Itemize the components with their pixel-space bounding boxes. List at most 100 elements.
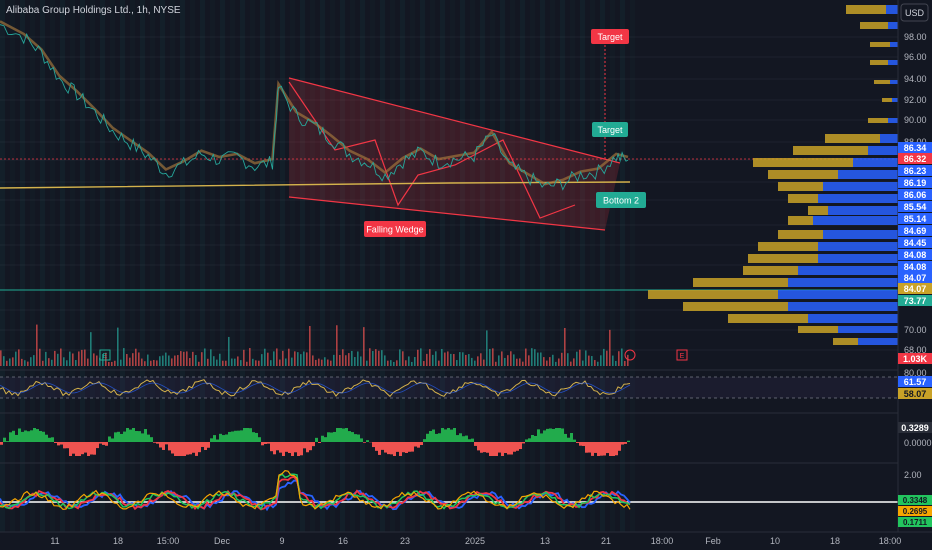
macd-bar xyxy=(186,442,189,455)
volume-bar xyxy=(42,360,44,366)
macd-bar xyxy=(483,442,486,453)
profile-bar-blue xyxy=(888,118,898,123)
macd-bar xyxy=(30,430,33,442)
volume-bar xyxy=(9,358,11,366)
macd-bar xyxy=(564,433,567,442)
time-axis[interactable] xyxy=(0,532,932,550)
bottom-box[interactable] xyxy=(596,192,646,208)
target-lower-box[interactable] xyxy=(592,122,628,137)
volume-bar xyxy=(603,348,605,366)
profile-bar-gold xyxy=(793,146,868,155)
macd-bar xyxy=(456,435,459,442)
price-label: 84.07 xyxy=(904,273,927,283)
time-tick-label: Dec xyxy=(214,536,231,546)
macd-bar xyxy=(507,442,510,455)
volume-profile xyxy=(648,5,898,345)
macd-bar xyxy=(129,429,132,442)
macd-bar xyxy=(324,437,327,442)
macd-bar xyxy=(606,442,609,454)
macd-bar xyxy=(381,442,384,450)
earnings-marker[interactable] xyxy=(99,349,111,361)
macd-bar xyxy=(270,442,273,452)
macd-bar xyxy=(279,442,282,453)
macd-bar xyxy=(33,428,36,442)
macd-bar xyxy=(9,432,12,442)
session-stripe xyxy=(10,0,15,532)
macd-bar xyxy=(39,430,42,442)
macd-bar xyxy=(570,433,573,442)
price-label: 84.69 xyxy=(904,226,927,236)
macd-bar xyxy=(555,428,558,442)
earnings-marker[interactable] xyxy=(676,349,688,361)
volume-bar xyxy=(381,350,383,366)
volume-bar xyxy=(135,348,137,366)
volume-bar xyxy=(522,361,524,366)
time-tick-label: 9 xyxy=(279,536,284,546)
volume-bar xyxy=(291,357,293,366)
volume-bar xyxy=(444,352,446,366)
currency-button[interactable] xyxy=(900,3,929,22)
pattern-box[interactable] xyxy=(364,221,426,237)
macd-bar xyxy=(522,442,525,444)
volume-bar xyxy=(351,350,353,366)
volume-bar xyxy=(159,356,161,366)
macd-bar xyxy=(519,442,522,450)
price-label-box xyxy=(898,295,932,306)
time-tick-label: 15:00 xyxy=(157,536,180,546)
target-upper-box[interactable] xyxy=(591,29,629,44)
macd-bar xyxy=(429,430,432,442)
macd-bar xyxy=(237,430,240,442)
macd-bar xyxy=(531,434,534,442)
volume-bar xyxy=(426,353,428,366)
volume-bar xyxy=(108,361,110,366)
profile-bar-blue xyxy=(818,254,898,263)
rsi-upper-tick: 80.00 xyxy=(904,368,927,378)
session-stripe xyxy=(450,0,455,532)
wedge-lower-line[interactable] xyxy=(288,196,606,231)
profile-bar-gold xyxy=(870,60,888,65)
osc-top-tick: 2.00 xyxy=(904,470,922,480)
macd-bar xyxy=(309,442,312,451)
macd-bar xyxy=(222,435,225,442)
volume-bar xyxy=(144,361,146,366)
macd-bar xyxy=(231,431,234,442)
profile-bar-gold xyxy=(870,42,890,47)
volume-bar xyxy=(309,325,311,366)
macd-bar xyxy=(276,442,279,451)
volume-bar xyxy=(213,356,215,366)
dividend-icon[interactable] xyxy=(624,349,636,361)
session-stripe xyxy=(370,0,375,532)
profile-bar-gold xyxy=(758,242,818,251)
wedge-upper-line[interactable] xyxy=(288,77,621,164)
volume-bar xyxy=(27,361,29,366)
session-stripe xyxy=(360,0,365,532)
volume-bar xyxy=(402,351,404,366)
macd-bar xyxy=(408,442,411,452)
volume-bar xyxy=(126,354,128,366)
macd-bar xyxy=(174,442,177,456)
volume-bar xyxy=(546,360,548,366)
macd-bar xyxy=(195,442,198,456)
volume-bar xyxy=(6,360,8,366)
volume-bar xyxy=(357,351,359,366)
macd-bar xyxy=(168,442,171,451)
volume-bar xyxy=(387,360,389,366)
profile-bar-gold xyxy=(778,182,823,191)
volume-bar xyxy=(438,360,440,366)
volume-bar xyxy=(186,351,188,366)
price-label: 86.23 xyxy=(904,166,927,176)
volume-bar xyxy=(105,352,107,366)
volume-bar xyxy=(75,360,77,366)
volume-bar xyxy=(471,357,473,366)
volume-bar xyxy=(378,350,380,366)
profile-bar-blue xyxy=(788,302,898,311)
osc-v2-box xyxy=(898,506,932,516)
macd-bar xyxy=(330,432,333,442)
macd-bar xyxy=(540,433,543,442)
macd-bar xyxy=(591,442,594,456)
profile-bar-blue xyxy=(818,194,898,203)
volume-bar xyxy=(162,355,164,366)
macd-bar xyxy=(90,442,93,455)
volume-bar xyxy=(498,355,500,366)
